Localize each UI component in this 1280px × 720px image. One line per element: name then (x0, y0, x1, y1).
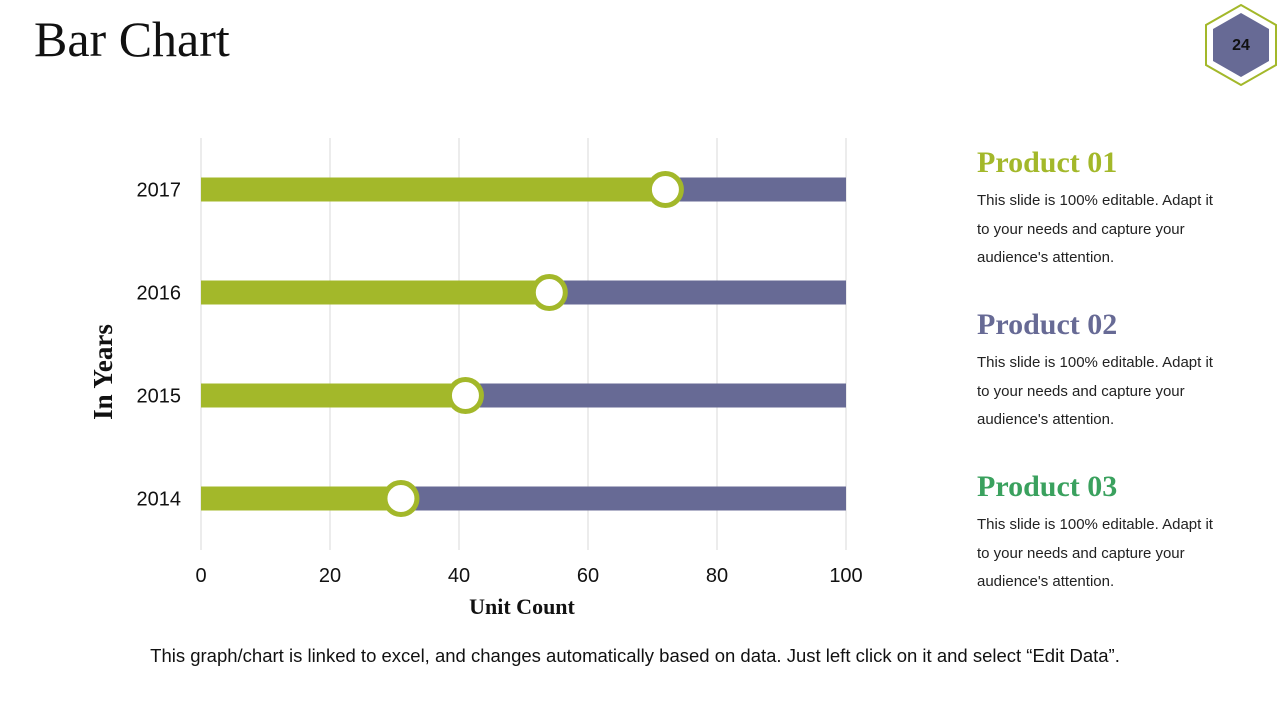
x-axis-title: Unit Count (469, 594, 575, 619)
x-tick-label: 20 (319, 565, 341, 587)
legend-desc-product-01: This slide is 100% editable. Adapt it to… (977, 192, 1213, 266)
legend-product-03: Product 03 This slide is 100% editable. … (977, 469, 1237, 597)
bar-value-2014[interactable] (201, 486, 401, 511)
marker-2015[interactable] (446, 377, 484, 414)
chart-markers (382, 171, 684, 517)
y-tick-label: 2015 (137, 386, 182, 408)
bar-value-2016[interactable] (201, 280, 550, 305)
page-number-badge: 24 (1205, 4, 1277, 86)
y-axis-title: In Years (88, 324, 118, 420)
legend-title-product-01: Product 01 (977, 146, 1118, 179)
legend-desc-product-02: This slide is 100% editable. Adapt it to… (977, 354, 1213, 428)
x-tick-label: 0 (195, 565, 206, 587)
chart-bars (201, 177, 846, 511)
x-tick-label: 80 (706, 565, 728, 587)
y-tick-label: 2016 (137, 283, 182, 305)
x-tick-label: 100 (829, 565, 862, 587)
bar-value-2015[interactable] (201, 383, 466, 408)
y-tick-label: 2017 (137, 180, 182, 202)
marker-2016[interactable] (530, 274, 568, 311)
y-tick-label: 2014 (137, 489, 182, 511)
slide-title: Bar Chart (34, 11, 230, 67)
footer-note: This graph/chart is linked to excel, and… (150, 645, 1120, 666)
x-tick-label: 40 (448, 565, 470, 587)
legend-title-product-03: Product 03 (977, 470, 1118, 503)
chart-gridlines (200, 138, 847, 550)
marker-2014[interactable] (382, 480, 420, 517)
legend-title-product-02: Product 02 (977, 308, 1118, 341)
legend-desc-product-03: This slide is 100% editable. Adapt it to… (977, 516, 1213, 590)
legend-product-02: Product 02 This slide is 100% editable. … (977, 307, 1237, 435)
legend-product-01: Product 01 This slide is 100% editable. … (977, 145, 1237, 273)
page-number: 24 (1232, 37, 1250, 54)
x-tick-label: 60 (577, 565, 599, 587)
chart-tick-labels: 0 20 40 60 80 100 2017 2016 2015 2014 (137, 180, 863, 588)
marker-2017[interactable] (646, 171, 684, 208)
bar-value-2017[interactable] (201, 177, 666, 202)
